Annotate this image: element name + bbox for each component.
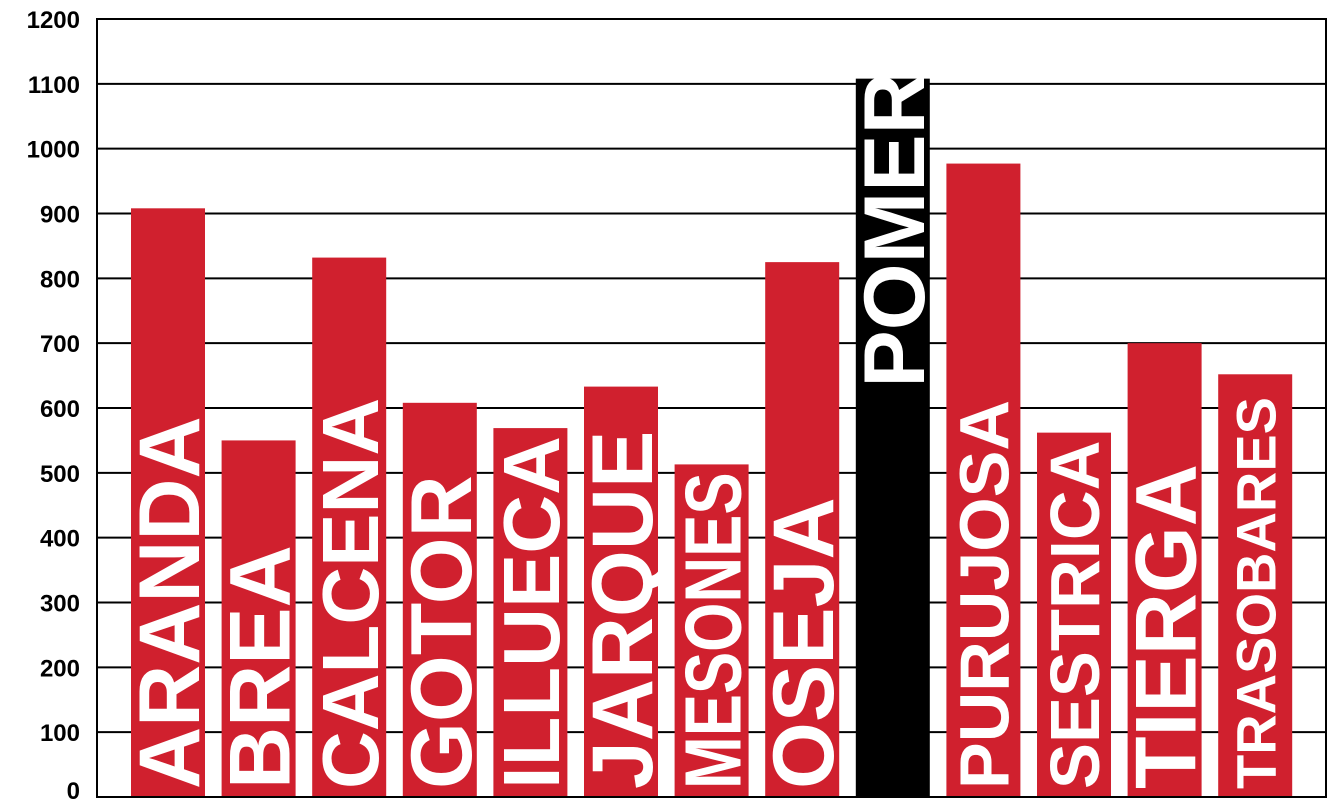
plot-frame <box>96 18 1327 798</box>
bar-label-gotor: GOTOR <box>394 475 490 789</box>
y-tick-label: 700 <box>40 331 80 358</box>
bar-mesones <box>674 464 749 797</box>
y-tick-label: 1000 <box>27 137 80 164</box>
y-tick-label: 500 <box>40 461 80 488</box>
y-tick-label: 900 <box>40 202 80 229</box>
y-tick-label: 300 <box>40 591 80 618</box>
bar-brea <box>221 440 296 797</box>
y-tick-label: 600 <box>40 396 80 423</box>
y-tick-label: 100 <box>40 720 80 747</box>
bar-label-jarque: JARQUE <box>575 431 671 789</box>
bar-label-brea: BREA <box>213 545 309 789</box>
bar-label-oseja: OSEJA <box>756 497 852 789</box>
bar-label-aranda: ARANDA <box>122 416 218 789</box>
y-tick-label: 800 <box>40 266 80 293</box>
bar-purujosa <box>946 163 1021 797</box>
bars: ARANDABREACALCENAGOTORILLUECAJARQUEMESON… <box>122 72 1293 797</box>
y-tick-label: 1100 <box>28 72 80 99</box>
bar-calcena <box>312 257 387 797</box>
bar-label-calcena: CALCENA <box>306 398 395 789</box>
bar-gotor <box>402 402 477 797</box>
bar-pomer <box>855 78 930 797</box>
y-tick-label: 1200 <box>27 7 80 34</box>
bar-label-illueca: ILLUECA <box>487 436 576 789</box>
bar-label-pomer: POMER <box>847 72 943 387</box>
bar-jarque <box>584 386 658 797</box>
bar-illueca <box>493 428 568 797</box>
y-tick-label: 0 <box>67 778 80 802</box>
bar-oseja <box>765 262 840 797</box>
bar-sestrica <box>1037 432 1111 797</box>
bar-label-trasobares: TRASOBARES <box>1224 397 1287 789</box>
bar-label-sestrica: SESTRICA <box>1036 441 1114 789</box>
y-tick-label: 200 <box>40 655 80 682</box>
bar-label-purujosa: PURUJOSA <box>946 400 1024 789</box>
y-tick-label: 400 <box>40 526 80 553</box>
bar-aranda <box>131 208 205 797</box>
bar-tierga <box>1127 343 1202 797</box>
bar-label-tierga: TIERGA <box>1119 464 1215 789</box>
bar-label-mesones: MESONES <box>668 472 757 789</box>
y-axis-ticks: 0 100 200 300 400 500 600 700 800 900 1000 1100 1200 <box>27 7 80 802</box>
bar-trasobares <box>1218 374 1293 797</box>
